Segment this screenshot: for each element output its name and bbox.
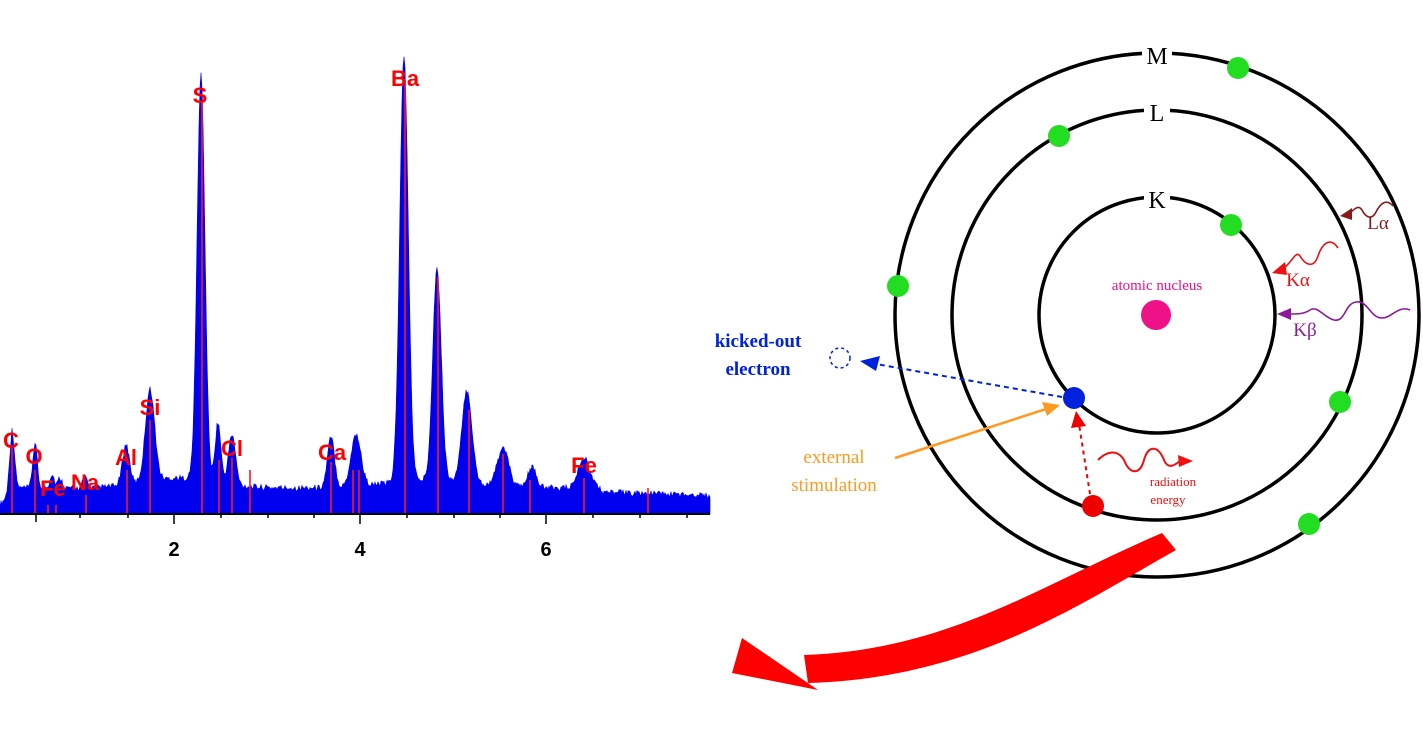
filling-electron: [1082, 495, 1104, 517]
peak-label-cl: Cl: [221, 436, 243, 461]
stimulation-arrowhead: [1042, 402, 1060, 416]
atomic-nucleus: [1141, 300, 1171, 330]
stimulation-arrow: [894, 407, 1047, 460]
stimulation-label-line1: external: [803, 447, 864, 468]
big-arrow-body: [804, 533, 1176, 683]
peak-label-o: O: [25, 444, 42, 469]
vacancy-electron: [1063, 387, 1085, 409]
x-tick-label-6: 6: [540, 539, 551, 561]
big-arrow-head: [732, 638, 818, 690]
k-beta-label: Kβ: [1293, 320, 1316, 341]
peak-label-s: S: [193, 83, 208, 108]
spectrum-fill: [0, 56, 711, 515]
peak-marker-lines: [11, 85, 649, 514]
big-curved-arrow: [732, 533, 1176, 690]
radiation-arrowhead: [1178, 455, 1193, 467]
l-alpha-label: Lα: [1367, 213, 1389, 234]
kicked-out-label-line1: kicked-out: [715, 331, 802, 352]
ejection-arrowhead: [860, 356, 880, 371]
peak-label-ba: Ba: [391, 66, 420, 91]
electron-m-2: [887, 275, 909, 297]
x-tick-label-2: 2: [168, 539, 179, 561]
eds-spectrum: 2 4 6 C O Fe Na Al Si S Cl Ca Ba Fe: [0, 56, 711, 561]
l-alpha-arrowhead: [1340, 208, 1352, 220]
radiation-wave: [1097, 447, 1181, 473]
k-alpha-label: Kα: [1286, 270, 1310, 291]
x-axis-ticks: [35, 514, 688, 524]
ejected-electron-ghost: [829, 347, 851, 369]
electron-m-3: [1298, 513, 1320, 535]
radiation-label-line2: energy: [1150, 492, 1186, 507]
peak-label-na: Na: [71, 470, 100, 495]
atom-model: M L K atomic nucleus kicked-out electron…: [715, 42, 1421, 579]
shell-label-m: M: [1146, 44, 1167, 70]
electron-l-2: [1329, 391, 1351, 413]
peak-label-ca: Ca: [318, 440, 347, 465]
electron-m-1: [1227, 57, 1249, 79]
x-tick-label-4: 4: [354, 539, 366, 561]
ejection-path-arrow: [875, 363, 1063, 398]
peak-label-fe-l: Fe: [40, 476, 66, 501]
shell-label-k: K: [1148, 188, 1166, 214]
k-beta-arrowhead: [1277, 308, 1291, 320]
transition-path-arrow: [1078, 423, 1091, 495]
peak-label-si: Si: [140, 395, 161, 420]
peak-label-fe-k: Fe: [571, 453, 597, 478]
peak-label-c: C: [3, 428, 19, 453]
nucleus-label: atomic nucleus: [1112, 278, 1203, 294]
radiation-label-line1: radiation: [1150, 474, 1197, 489]
shell-electrons: [887, 57, 1351, 535]
k-alpha-wave: [1283, 241, 1339, 269]
transition-arrowhead: [1071, 411, 1086, 428]
kicked-out-label-line2: electron: [725, 359, 790, 380]
k-alpha-arrowhead: [1272, 262, 1287, 275]
electron-k-1: [1220, 214, 1242, 236]
peak-label-al: Al: [115, 445, 137, 470]
electron-l-1: [1048, 125, 1070, 147]
l-alpha-wave: [1347, 201, 1394, 218]
shell-label-l: L: [1150, 101, 1165, 127]
k-beta-wave: [1289, 301, 1411, 321]
stimulation-label-line2: stimulation: [791, 475, 877, 496]
